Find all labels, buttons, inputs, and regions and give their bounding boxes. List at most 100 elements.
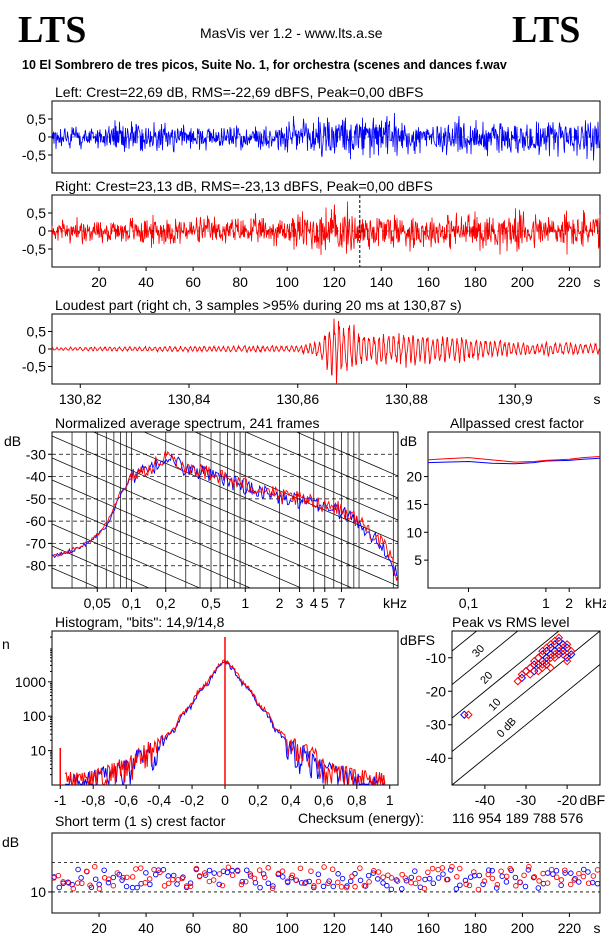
peak_vs_rms-xtick-label: -30	[516, 792, 536, 808]
histogram-ytick-label: 1000	[15, 674, 46, 690]
spectrum-yunit: dB	[4, 433, 21, 449]
short_term_crest-point-left	[303, 879, 309, 885]
short_term_crest-point-right	[429, 865, 436, 872]
short_term_crest-point-right	[87, 882, 93, 888]
short_term_crest-point-right	[485, 871, 492, 878]
short_term_crest-point-right	[366, 879, 372, 885]
short_term_crest-point-right	[325, 880, 331, 886]
peak_vs_rms-point-right	[534, 666, 543, 676]
short_term_crest-xunit: s	[594, 920, 601, 936]
short_term_crest-point-left	[453, 886, 460, 892]
short_term_crest-point-left	[380, 880, 386, 886]
short_term_crest-point-right	[279, 868, 286, 874]
spectrum-frame	[51, 431, 399, 589]
short_term_crest-point-right	[357, 865, 363, 871]
short_term_crest-point-right	[513, 883, 519, 889]
short_term_crest-point-left	[568, 870, 574, 876]
short_term_crest-point-left	[403, 877, 410, 884]
short_term_crest-point-right	[251, 875, 258, 882]
short_term_crest-title: Short term (1 s) crest factor	[55, 813, 226, 829]
spectrum-slope-line	[52, 457, 353, 588]
short_term_crest-point-left	[244, 867, 250, 873]
right_waveform-ytick-label: -0,5	[22, 241, 46, 257]
peak_vs_rms-xunit: dBFS	[579, 792, 606, 808]
short_term_crest-point-right	[343, 884, 350, 891]
short_term_crest-point-right	[498, 868, 504, 874]
short_term_crest-point-right	[548, 866, 555, 873]
short_term_crest-point-right	[79, 880, 85, 887]
short_term_crest-point-left	[430, 880, 437, 887]
histogram-ytick-label: 10	[30, 743, 46, 759]
peak_vs_rms-point-right	[525, 670, 535, 679]
histogram-xtick-label: -1	[54, 792, 67, 808]
short_term_crest-point-right	[83, 868, 90, 875]
allpassed_crest-xtick-label: 0,1	[459, 595, 479, 611]
short_term_crest-point-right	[146, 876, 153, 882]
histogram-xtick-label: -0,2	[180, 792, 204, 808]
short_term_crest-point-left	[330, 883, 337, 890]
short_term_crest-point-left	[493, 885, 500, 891]
short_term_crest-point-right	[75, 880, 81, 886]
loudest_part-series-right	[51, 318, 601, 385]
peak_vs_rms-point-right	[464, 710, 473, 719]
short_term_crest-point-left	[476, 872, 483, 879]
loudest_part-ytick-label: 0,5	[27, 324, 47, 340]
spectrum-slope-line	[52, 523, 201, 588]
loudest_part-xtick-label: 130,82	[59, 391, 102, 407]
short_term_crest-point-left	[522, 883, 529, 890]
spectrum-xtick-label: 0,2	[156, 595, 176, 611]
short_term_crest-point-left	[399, 886, 405, 892]
peak_vs_rms-diagonal	[452, 663, 600, 785]
short_term_crest-point-right	[507, 865, 513, 872]
short_term_crest-point-right	[55, 872, 62, 879]
short_term_crest-point-right	[475, 886, 482, 893]
short_term_crest-point-right	[70, 885, 77, 892]
short_term_crest-point-right	[471, 869, 477, 875]
histogram-xtick-label: 0,4	[281, 792, 301, 808]
short_term_crest-point-right	[553, 874, 560, 881]
short_term_crest-point-right	[416, 875, 422, 882]
short_term_crest-point-left	[315, 871, 322, 878]
short_term_crest-point-left	[134, 884, 140, 891]
peak_vs_rms-point-right	[546, 663, 555, 673]
short_term_crest-point-right	[151, 866, 157, 873]
allpassed_crest-ytick-label: 10	[406, 524, 422, 540]
short_term_crest-point-right	[229, 872, 236, 879]
right_waveform-title: Right: Crest=23,13 dB, RMS=-23,13 dBFS, …	[55, 178, 433, 194]
spectrum-xtick-label: 0,5	[201, 595, 221, 611]
peak_vs_rms-point-right	[525, 663, 535, 673]
spectrum-xtick-label: 4	[310, 595, 318, 611]
short_term_crest-point-left	[147, 881, 153, 888]
short_term_crest-point-right	[165, 880, 172, 887]
peak_vs_rms-point-left	[521, 666, 531, 676]
spectrum-plot-area	[52, 432, 398, 588]
short_term_crest-point-left	[576, 879, 582, 885]
short_term_crest-point-right	[329, 866, 336, 872]
short_term_crest-point-right	[210, 877, 217, 883]
short_term_crest-point-right	[590, 873, 597, 879]
short_term_crest-point-right	[388, 875, 395, 881]
short_term_crest-point-right	[235, 868, 241, 874]
short_term_crest-point-right	[517, 879, 523, 885]
allpassed_crest-xtick-label: 2	[565, 595, 573, 611]
short_term_crest-point-right	[481, 878, 488, 884]
short_term_crest-point-right	[494, 881, 501, 888]
short_term_crest-point-right	[444, 876, 450, 883]
short_term_crest-point-right	[247, 871, 254, 877]
histogram-title: Histogram, "bits": 14,9/14,8	[55, 614, 225, 630]
right_waveform-xtick-label: 100	[276, 274, 300, 290]
short_term_crest-point-right	[544, 880, 551, 886]
short_term_crest-point-right	[402, 875, 409, 881]
short_term_crest-point-left	[160, 866, 167, 873]
short_term_crest-point-right	[66, 880, 72, 886]
short_term_crest-point-left	[440, 871, 446, 877]
short_term_crest-point-right	[129, 874, 136, 880]
peak_vs_rms-xtick-label: -20	[557, 792, 577, 808]
spectrum-ytick-label: -60	[26, 513, 46, 529]
short_term_crest-point-right	[580, 873, 587, 880]
spectrum-ytick-label: -70	[26, 535, 46, 551]
right_waveform-xtick-label: 180	[464, 274, 488, 290]
short_term_crest-point-right	[302, 880, 308, 887]
short_term_crest-point-left	[143, 870, 149, 876]
